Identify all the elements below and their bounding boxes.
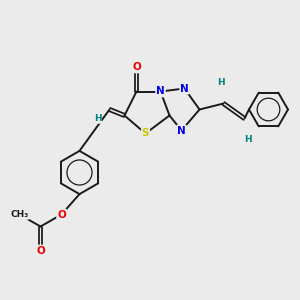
Text: N: N [180,83,189,94]
Text: H: H [217,78,224,87]
Text: H: H [244,135,251,144]
Text: N: N [177,125,186,136]
Text: N: N [156,86,165,97]
Text: CH₃: CH₃ [11,210,28,219]
Text: S: S [142,128,149,139]
Text: O: O [132,62,141,73]
Text: O: O [57,209,66,220]
Text: O: O [36,245,45,256]
Text: H: H [94,114,101,123]
